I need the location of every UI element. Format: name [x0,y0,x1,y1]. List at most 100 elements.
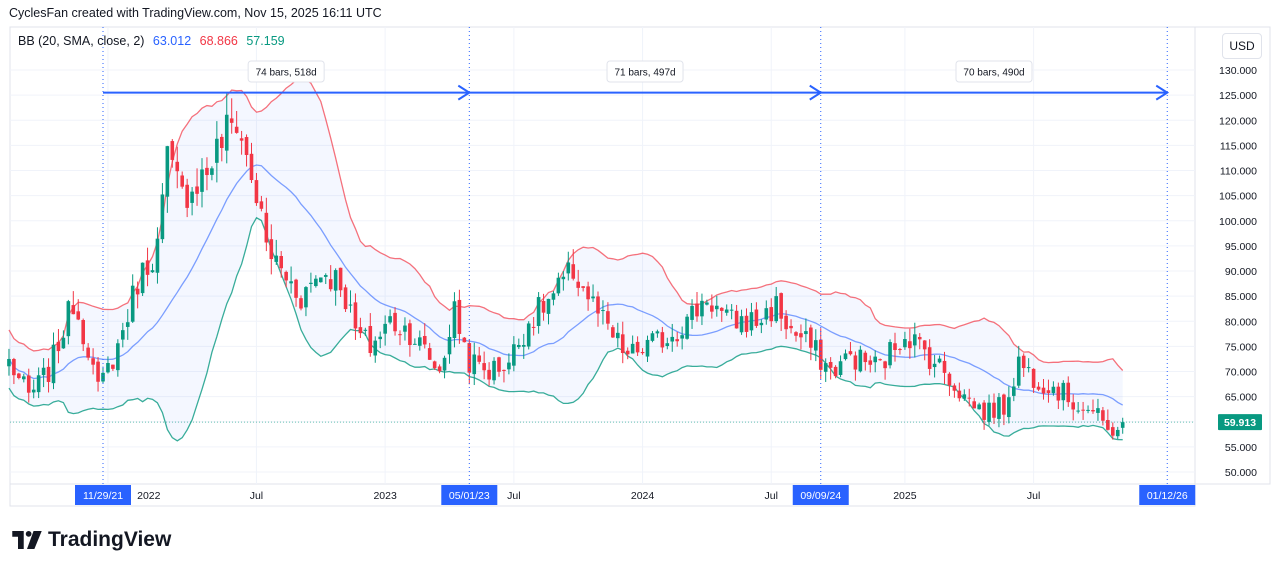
candle [799,324,803,350]
candle-body [249,153,254,181]
candle [809,324,813,361]
y-tick-label: 105.000 [1219,191,1257,203]
candle [279,251,283,278]
indicator-legend[interactable]: BB (20, SMA, close, 2) 63.012 68.866 57.… [18,34,290,48]
candle [106,356,110,374]
candle-body [1046,390,1051,394]
candle [551,291,556,306]
candle-body [977,404,981,410]
candle-body [368,326,373,354]
candle-body [922,340,927,350]
candle [818,328,823,379]
candle [224,93,229,164]
candle [101,366,105,383]
candle-body [86,347,90,358]
candle [967,388,972,407]
candle-body [66,301,71,337]
candle [640,348,645,355]
candle-body [398,334,402,336]
candle [304,286,308,317]
candle-body [482,363,486,371]
last-price-label: 59.913 [1224,417,1256,429]
candle [363,327,368,336]
date-range-label-box [247,60,325,83]
candle-body [809,327,813,348]
candle-body [437,366,442,372]
candle-body [823,363,828,372]
candle [447,324,452,364]
candle [665,337,670,350]
candle-body [31,389,36,393]
candle-body [363,329,368,331]
candle-body [1021,355,1026,369]
candle-body [715,305,719,310]
y-tick-label: 70.000 [1225,367,1257,379]
candle-body [427,348,432,360]
candle [942,351,947,385]
candle [566,251,571,281]
y-tick-label: 75.000 [1225,341,1257,353]
candle-body [893,343,897,351]
candle-body [645,339,650,357]
candle-body [274,255,279,262]
candle-body [863,352,868,363]
y-tick-label: 55.000 [1225,442,1257,454]
candle [477,346,481,365]
candle [556,272,561,296]
candle [1012,377,1016,402]
candle-body [898,349,902,351]
bb-upper-line [8,77,1124,371]
candle [1120,417,1125,434]
candle-body [1051,386,1056,394]
candle-body [546,298,551,314]
price-axis [1194,26,1271,485]
candle-body [734,310,739,329]
candle-body [26,375,31,393]
date-marker-badge [441,485,498,505]
candle-body [200,169,204,192]
candle [650,330,655,343]
candle [700,293,704,326]
candle [7,348,11,376]
candle [130,274,135,323]
candle [616,322,620,348]
candle-body [972,401,976,409]
y-tick-label: 85.000 [1225,291,1257,303]
candle [705,299,709,306]
candle [903,331,907,350]
date-marker-badge [75,485,131,505]
date-marker-badge [792,485,849,505]
currency-button[interactable]: USD [1222,33,1262,59]
candle-body [314,278,318,287]
candle-body [749,312,754,331]
candle-body [452,301,457,339]
candle [512,336,516,372]
candle [408,319,412,357]
x-tick-label: 2024 [631,490,655,502]
candle [1076,401,1080,414]
candle-body [616,332,620,339]
candle-body [7,358,11,367]
candle-body [927,347,932,369]
candle-body [1007,397,1011,418]
candle [1036,382,1041,392]
candle-body [96,361,100,382]
tradingview-logo[interactable]: TradingView [12,528,171,552]
candle [868,355,873,373]
candle-body [987,402,991,422]
candle-body [447,336,452,355]
candle [1041,378,1046,400]
candle [254,173,259,206]
candle-body [724,309,729,313]
candle [670,323,675,352]
candle [333,268,338,306]
candle [368,313,373,357]
candle [823,358,828,382]
candle-body [789,325,793,329]
candle [898,347,902,355]
candle [645,335,650,362]
candle [145,247,150,287]
candle [31,379,36,399]
candle-body [1086,409,1090,411]
